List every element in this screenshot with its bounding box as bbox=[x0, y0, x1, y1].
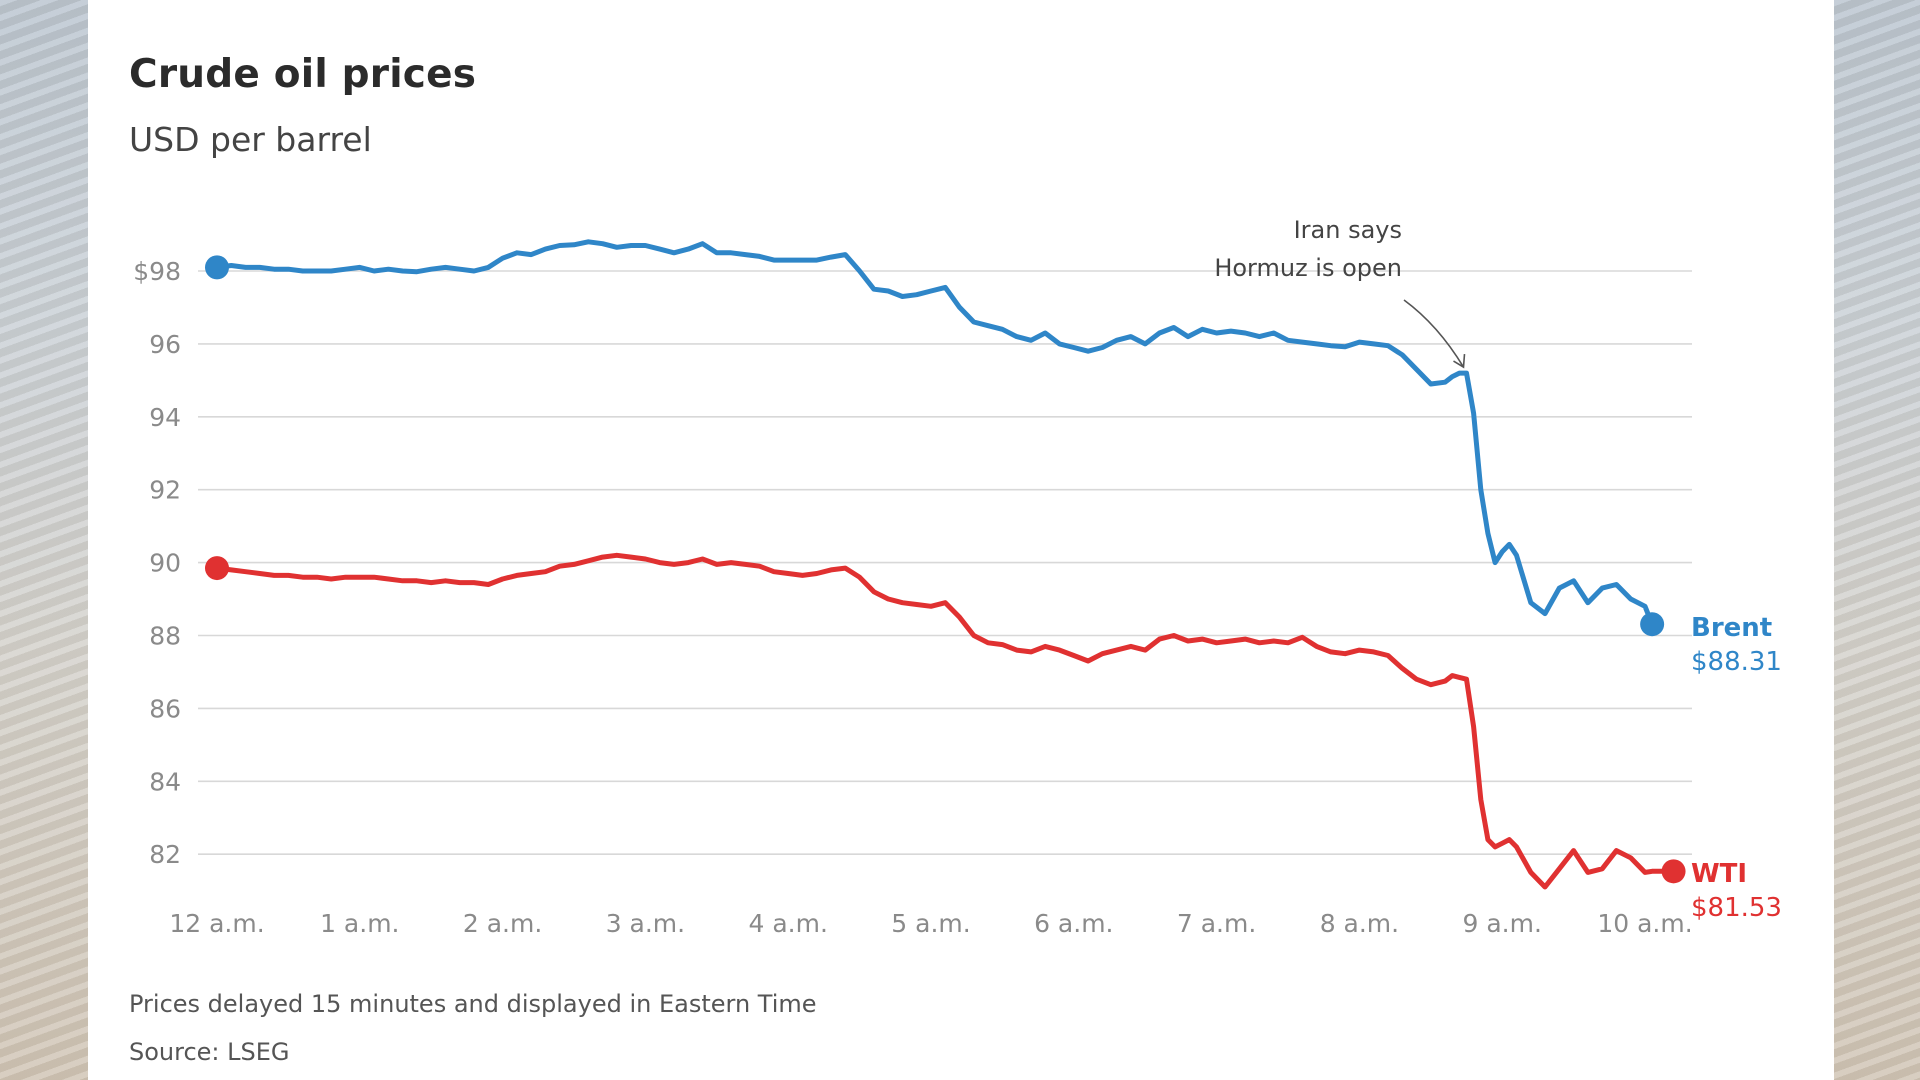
x-tick-label: 1 a.m. bbox=[320, 909, 399, 938]
wti-start-point bbox=[205, 556, 229, 581]
x-tick-label: 8 a.m. bbox=[1320, 909, 1399, 938]
y-tick-label: 94 bbox=[149, 403, 181, 432]
background-left bbox=[0, 0, 88, 1080]
x-tick-label: 9 a.m. bbox=[1462, 909, 1541, 938]
annotation-arrow bbox=[1403, 299, 1465, 368]
series-end-labels: Brent $88.31 WTI $81.53 bbox=[1691, 613, 1782, 923]
x-tick-label: 2 a.m. bbox=[463, 909, 542, 938]
x-tick-label: 6 a.m. bbox=[1034, 909, 1113, 938]
y-tick-label: 88 bbox=[149, 622, 181, 651]
y-tick-label: 82 bbox=[149, 840, 181, 869]
wti-line bbox=[214, 552, 1677, 890]
y-axis-ticks: $98 96 94 92 90 88 86 84 82 bbox=[133, 257, 181, 869]
y-tick-label: 92 bbox=[149, 476, 181, 505]
brent-line bbox=[214, 239, 1655, 627]
x-tick-label: 7 a.m. bbox=[1177, 909, 1256, 938]
annotation-arrowhead bbox=[1453, 354, 1466, 369]
y-tick-label: 96 bbox=[149, 330, 181, 359]
x-axis-ticks: 12 a.m. 1 a.m. 2 a.m. 3 a.m. 4 a.m. 5 a.m. 6 a… bbox=[169, 909, 1692, 938]
brent-end-point bbox=[1640, 612, 1665, 637]
x-tick-label: 4 a.m. bbox=[748, 909, 827, 938]
x-tick-label: 3 a.m. bbox=[606, 909, 685, 938]
series-lines bbox=[205, 239, 1686, 890]
background-right bbox=[1834, 0, 1920, 1080]
y-tick-label: $98 bbox=[133, 257, 181, 286]
y-tick-label: 90 bbox=[149, 549, 181, 578]
annotation: Iran says Hormuz is open bbox=[1214, 216, 1466, 369]
x-tick-label: 10 a.m. bbox=[1597, 909, 1692, 938]
line-chart: $98 96 94 92 90 88 86 84 82 12 a.m. 1 a.m. 2 a.m. 3… bbox=[133, 216, 1782, 938]
chart-subtitle: USD per barrel bbox=[129, 120, 372, 159]
source-note: Source: LSEG bbox=[129, 1038, 290, 1066]
brent-label: Brent bbox=[1691, 613, 1772, 643]
wti-value: $81.53 bbox=[1691, 893, 1782, 923]
annotation-line1: Iran says bbox=[1294, 216, 1402, 244]
wti-end-point bbox=[1661, 859, 1686, 884]
y-tick-label: 84 bbox=[149, 767, 181, 796]
footnote: Prices delayed 15 minutes and displayed … bbox=[129, 990, 817, 1018]
brent-start-point bbox=[205, 255, 229, 280]
chart-card: Crude oil prices USD per barrel $98 96 94 9… bbox=[88, 0, 1834, 1080]
brent-value: $88.31 bbox=[1691, 647, 1782, 677]
annotation-line2: Hormuz is open bbox=[1214, 254, 1402, 282]
x-tick-label: 12 a.m. bbox=[169, 909, 264, 938]
y-tick-label: 86 bbox=[149, 694, 181, 723]
grid-lines bbox=[198, 270, 1692, 856]
chart-title: Crude oil prices bbox=[129, 52, 477, 97]
x-tick-label: 5 a.m. bbox=[891, 909, 970, 938]
wti-label: WTI bbox=[1691, 859, 1747, 889]
